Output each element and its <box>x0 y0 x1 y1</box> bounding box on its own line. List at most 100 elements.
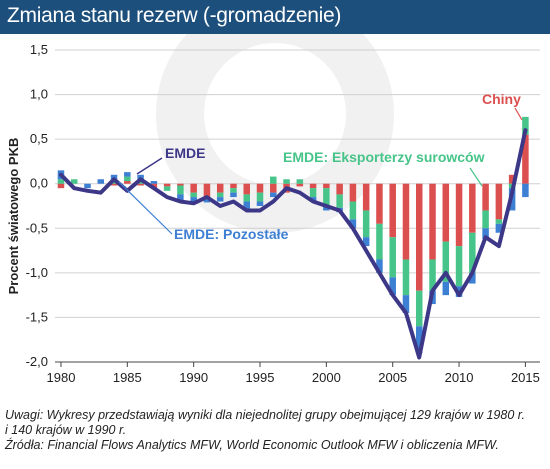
bar-pozostale <box>442 281 450 296</box>
x-tick-label: 2000 <box>312 370 341 385</box>
bar-eksporterzy <box>323 188 330 206</box>
bar-chiny <box>442 183 450 242</box>
bar-chiny <box>508 174 516 184</box>
bar-chiny <box>469 183 476 233</box>
note-zrodla: Źródła: Financial Flows Analytics MFW, W… <box>5 438 499 452</box>
bar-chiny <box>455 183 463 247</box>
line-emde <box>59 128 528 360</box>
x-tick-label: 2005 <box>378 370 407 385</box>
bar-chiny <box>296 183 304 187</box>
bar-eksporterzy <box>309 188 317 198</box>
y-tick-label: -1,0 <box>26 265 48 280</box>
bar-pozostale <box>177 194 184 202</box>
leader-eksporterzy <box>469 167 483 187</box>
bar-eksporterzy <box>270 176 277 184</box>
x-tick-label: 1980 <box>47 370 76 385</box>
bar-pozostale <box>124 172 131 177</box>
bar-pozostale <box>362 237 370 247</box>
bar-eksporterzy <box>362 210 370 238</box>
bar-eksporterzy <box>177 185 184 195</box>
x-tick-label: 1985 <box>113 370 142 385</box>
note-uwagi: Uwagi: Wykresy przedstawiają wyniki dla … <box>5 408 525 422</box>
bar-eksporterzy <box>469 232 476 273</box>
x-tick-label: 1990 <box>179 370 208 385</box>
bar-eksporterzy <box>163 186 171 191</box>
bar-chiny <box>270 183 277 193</box>
y-tick-label: 1,5 <box>30 42 48 57</box>
x-tick-label: 2015 <box>511 370 540 385</box>
bar-chiny <box>482 183 489 211</box>
bar-chiny <box>349 183 357 202</box>
bar-eksporterzy <box>522 116 529 135</box>
bar-chiny <box>389 183 396 238</box>
y-tick-label: 1,0 <box>30 87 48 102</box>
bar-chiny <box>415 183 423 291</box>
bar-eksporterzy <box>482 210 489 229</box>
bar-chiny <box>376 183 383 224</box>
x-tick-label: 2010 <box>445 370 474 385</box>
bar-pozostale <box>349 219 357 229</box>
annotation-eksporterzy: EMDE: Eksporterzy surowców <box>283 149 485 165</box>
leader-chiny <box>514 107 523 121</box>
bar-pozostale <box>402 295 410 313</box>
bar-pozostale <box>376 259 383 273</box>
bar-eksporterzy <box>389 237 396 278</box>
bar-chiny <box>243 183 250 195</box>
bar-chiny <box>230 183 237 189</box>
bar-pozostale <box>150 181 158 184</box>
chart-area: 1,5 1,0 0,5 0,0 -0,5 -1,0 -1,5 -2,0 Procent świa… <box>0 0 550 404</box>
bar-eksporterzy <box>336 194 343 208</box>
y-tick-label: -0,5 <box>26 220 48 235</box>
y-tick-label: 0,0 <box>30 176 48 191</box>
annotation-pozostale: EMDE: Pozostałe <box>174 226 289 242</box>
bar-pozostale <box>270 192 277 198</box>
bar-eksporterzy <box>349 201 357 220</box>
bar-chiny <box>137 183 144 186</box>
bar-eksporterzy <box>57 179 65 184</box>
bar-eksporterzy <box>442 241 450 282</box>
annotation-emde: EMDE <box>165 145 205 161</box>
bar-eksporterzy <box>455 246 463 287</box>
bar-chiny <box>57 183 65 189</box>
bar-eksporterzy <box>216 192 224 198</box>
bar-pozostale <box>482 228 489 239</box>
bar-chiny <box>522 134 529 184</box>
chart-title: Zmiana stanu rezerw (-gromadzenie) <box>7 4 342 27</box>
bar-eksporterzy <box>495 219 503 224</box>
bar-eksporterzy <box>190 192 197 198</box>
bar-eksporterzy <box>415 290 423 327</box>
note-uwagi-cont: i 140 krajów w 1990 r. <box>5 423 127 437</box>
bar-chiny <box>216 183 224 193</box>
bar-chiny <box>124 181 131 184</box>
x-tick-label: 1995 <box>246 370 275 385</box>
bar-eksporterzy <box>230 188 237 193</box>
bar-chiny <box>495 183 503 220</box>
reserves-chart: 1,5 1,0 0,5 0,0 -0,5 -1,0 -1,5 -2,0 Procent świa… <box>6 0 540 385</box>
y-axis-label: Procent światowego PKB <box>6 138 21 295</box>
bar-eksporterzy <box>124 176 131 182</box>
bar-pozostale <box>495 223 503 233</box>
bar-pozostale <box>97 179 105 184</box>
annotation-chiny: Chiny <box>482 91 521 107</box>
y-tick-label: -2,0 <box>26 354 48 369</box>
bar-pozostale <box>230 192 237 198</box>
bar-chiny <box>190 183 197 193</box>
bar-pozostale <box>323 206 330 211</box>
bar-eksporterzy <box>402 259 410 296</box>
bar-chiny <box>110 183 118 186</box>
bar-pozostale <box>190 197 197 202</box>
bar-chiny <box>309 183 317 189</box>
bar-chiny <box>362 183 370 211</box>
bar-pozostale <box>256 201 264 206</box>
bar-pozostale <box>243 201 250 209</box>
bar-eksporterzy <box>256 192 264 202</box>
bar-eksporterzy <box>243 194 250 202</box>
bar-eksporterzy <box>429 259 436 291</box>
bar-chiny <box>402 183 410 260</box>
bar-pozostale <box>415 326 423 354</box>
bar-pozostale <box>469 272 476 284</box>
bar-chiny <box>429 183 436 260</box>
leader-pozostale <box>118 181 173 235</box>
bar-eksporterzy <box>70 179 78 184</box>
bar-pozostale <box>389 277 396 296</box>
